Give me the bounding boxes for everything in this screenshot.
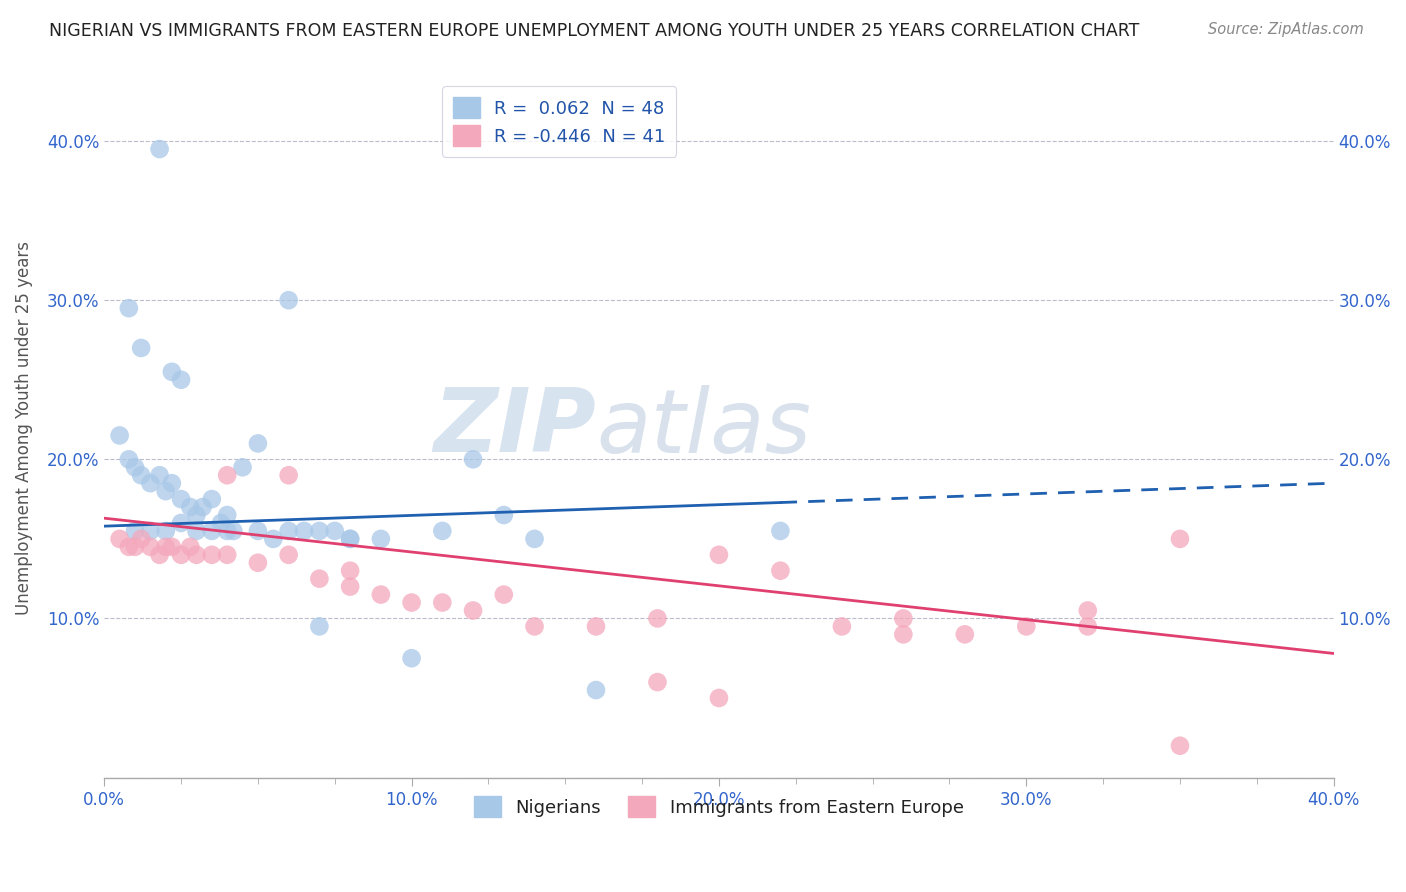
Point xyxy=(262,532,284,546)
Point xyxy=(129,341,152,355)
Point xyxy=(170,516,193,530)
Point xyxy=(129,532,152,546)
Point xyxy=(217,468,239,483)
Point xyxy=(217,548,239,562)
Point xyxy=(277,293,299,308)
Point xyxy=(461,452,484,467)
Point xyxy=(118,301,141,315)
Point xyxy=(118,452,141,467)
Point xyxy=(246,436,269,450)
Text: Source: ZipAtlas.com: Source: ZipAtlas.com xyxy=(1208,22,1364,37)
Point xyxy=(160,365,183,379)
Point xyxy=(186,548,208,562)
Legend: Nigerians, Immigrants from Eastern Europe: Nigerians, Immigrants from Eastern Europ… xyxy=(467,789,972,824)
Point xyxy=(277,524,299,538)
Point xyxy=(155,484,177,499)
Point xyxy=(308,572,330,586)
Point xyxy=(277,468,299,483)
Point xyxy=(370,532,392,546)
Point xyxy=(277,548,299,562)
Point xyxy=(148,548,170,562)
Point xyxy=(217,508,239,522)
Point xyxy=(246,556,269,570)
Point xyxy=(585,619,607,633)
Point xyxy=(891,611,914,625)
Point xyxy=(432,595,454,609)
Point xyxy=(707,548,730,562)
Point xyxy=(201,548,224,562)
Text: ZIP: ZIP xyxy=(433,384,596,471)
Point xyxy=(124,540,146,554)
Point xyxy=(201,492,224,507)
Point xyxy=(201,524,224,538)
Point xyxy=(339,532,361,546)
Point xyxy=(953,627,976,641)
Point xyxy=(148,142,170,156)
Point xyxy=(170,373,193,387)
Point xyxy=(191,500,214,514)
Point xyxy=(831,619,853,633)
Point xyxy=(170,492,193,507)
Point xyxy=(1077,619,1099,633)
Point xyxy=(246,524,269,538)
Point xyxy=(108,532,131,546)
Point xyxy=(891,627,914,641)
Point xyxy=(170,548,193,562)
Point xyxy=(707,691,730,706)
Point xyxy=(179,500,201,514)
Point xyxy=(523,532,546,546)
Point xyxy=(769,524,792,538)
Point xyxy=(647,675,669,690)
Point xyxy=(209,516,232,530)
Point xyxy=(124,524,146,538)
Point xyxy=(308,619,330,633)
Point xyxy=(432,524,454,538)
Point xyxy=(339,580,361,594)
Point xyxy=(232,460,254,475)
Point xyxy=(186,508,208,522)
Point xyxy=(124,460,146,475)
Y-axis label: Unemployment Among Youth under 25 years: Unemployment Among Youth under 25 years xyxy=(15,241,32,615)
Point xyxy=(461,603,484,617)
Point xyxy=(647,611,669,625)
Text: NIGERIAN VS IMMIGRANTS FROM EASTERN EUROPE UNEMPLOYMENT AMONG YOUTH UNDER 25 YEA: NIGERIAN VS IMMIGRANTS FROM EASTERN EURO… xyxy=(49,22,1140,40)
Point xyxy=(585,683,607,698)
Point xyxy=(222,524,245,538)
Point xyxy=(118,540,141,554)
Point xyxy=(155,540,177,554)
Point xyxy=(769,564,792,578)
Point xyxy=(139,524,162,538)
Point xyxy=(148,468,170,483)
Point xyxy=(160,476,183,491)
Point xyxy=(139,540,162,554)
Point xyxy=(308,524,330,538)
Point xyxy=(1168,532,1191,546)
Text: atlas: atlas xyxy=(596,384,811,470)
Point xyxy=(401,595,423,609)
Point xyxy=(179,540,201,554)
Point xyxy=(370,588,392,602)
Point xyxy=(139,476,162,491)
Point xyxy=(401,651,423,665)
Point xyxy=(323,524,346,538)
Point xyxy=(1015,619,1038,633)
Point xyxy=(108,428,131,442)
Point xyxy=(1077,603,1099,617)
Point xyxy=(1168,739,1191,753)
Point xyxy=(129,468,152,483)
Point xyxy=(339,532,361,546)
Point xyxy=(186,524,208,538)
Point xyxy=(492,588,515,602)
Point xyxy=(339,564,361,578)
Point xyxy=(292,524,315,538)
Point xyxy=(155,524,177,538)
Point xyxy=(523,619,546,633)
Point xyxy=(217,524,239,538)
Point xyxy=(160,540,183,554)
Point xyxy=(492,508,515,522)
